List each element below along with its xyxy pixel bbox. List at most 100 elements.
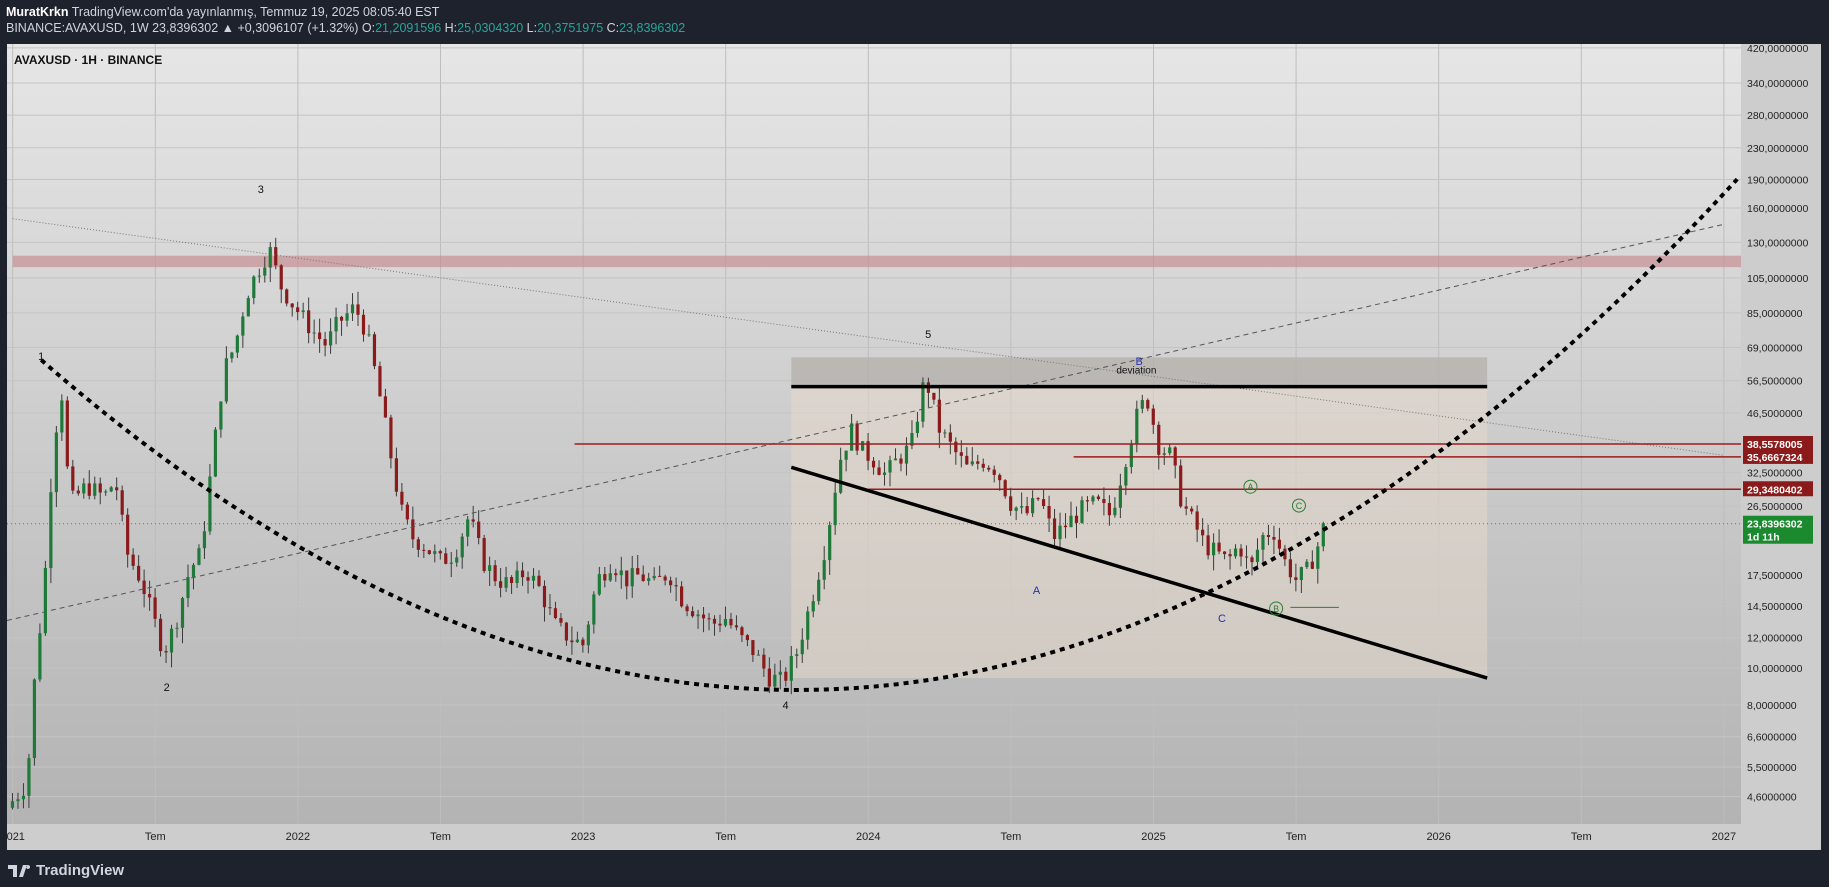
author-name[interactable]: MuratKrkn	[6, 5, 69, 19]
candle-body	[87, 483, 91, 496]
candle-body	[115, 487, 119, 491]
candle-body	[301, 310, 305, 313]
candle-body	[625, 570, 629, 587]
candle-body	[833, 492, 837, 526]
resistance-band	[12, 255, 1741, 268]
candle-body	[126, 514, 130, 555]
candle-body	[104, 491, 108, 493]
candle-body	[1031, 498, 1035, 514]
candle-body	[120, 490, 124, 515]
candle-body	[1080, 500, 1084, 523]
candle-body	[109, 487, 113, 492]
wave-label: 4	[783, 700, 789, 712]
candle-body	[43, 567, 47, 634]
candle-body	[268, 247, 272, 268]
candle-body	[575, 639, 579, 643]
candle-body	[1310, 561, 1314, 569]
candle-body	[729, 618, 733, 626]
time-tick-label: 2022	[286, 831, 310, 843]
candle-body	[477, 521, 481, 539]
deviation-zone	[791, 357, 1488, 387]
candle-body	[1047, 506, 1051, 519]
candle-body	[795, 654, 799, 656]
close-label: C:	[606, 21, 620, 35]
price-tick-label: 10,0000000	[1747, 663, 1803, 675]
candle-body	[559, 618, 563, 623]
logo-text: TradingView	[36, 862, 125, 879]
candle-body	[10, 801, 15, 808]
candle-body	[537, 575, 541, 586]
price-tick-label: 32,5000000	[1747, 467, 1803, 479]
price-tick-label: 190,0000000	[1747, 174, 1808, 186]
candle-body	[1305, 561, 1309, 568]
time-tick-label: Tem	[1571, 831, 1592, 843]
candle-body	[383, 396, 388, 418]
candle-body	[866, 441, 870, 461]
candle-body	[690, 611, 695, 617]
candle-body	[1129, 444, 1133, 468]
candle-body	[98, 483, 102, 493]
candle-body	[1162, 453, 1166, 455]
price-tag	[1743, 515, 1813, 544]
price-tick-label: 69,0000000	[1747, 342, 1803, 354]
candle-body	[411, 519, 415, 540]
candle-body	[614, 573, 618, 576]
circle-wave-label: A	[1247, 482, 1253, 492]
published-info: TradingView.com'da yayınlanmış, Temmuz 1…	[71, 5, 440, 19]
candle-body	[751, 640, 755, 656]
candle-body	[416, 539, 420, 550]
candle-body	[49, 492, 53, 568]
candle-body	[608, 573, 612, 581]
candle-body	[350, 304, 355, 314]
candle-body	[499, 581, 503, 588]
candle-body	[817, 579, 821, 602]
candle-body	[1250, 557, 1254, 563]
candle-body	[208, 476, 212, 532]
candle-body	[1009, 496, 1013, 511]
candle-body	[1135, 408, 1139, 445]
candle-body	[356, 304, 360, 315]
wave-label: A	[1033, 585, 1041, 597]
symbol-legend: AVAXUSD · 1H · BINANCE	[14, 53, 162, 67]
candle-body	[1091, 496, 1095, 502]
candle-body	[1041, 499, 1046, 507]
candle-body	[548, 607, 552, 609]
candle-body	[937, 399, 941, 433]
candle-body	[652, 575, 656, 579]
candle-body	[641, 574, 645, 581]
candle-body	[553, 608, 558, 619]
candle-body	[592, 594, 596, 625]
price-tick-label: 130,0000000	[1747, 237, 1808, 249]
candle-body	[959, 452, 963, 456]
candle-body	[1299, 567, 1303, 581]
candle-body	[1222, 551, 1227, 555]
candle-body	[965, 455, 969, 465]
time-axis-panel[interactable]	[7, 824, 1741, 850]
wave-label: 5	[925, 329, 931, 341]
tradingview-logo[interactable]: TradingView	[8, 862, 124, 879]
candle-body	[850, 423, 854, 451]
candle-body	[175, 627, 179, 629]
range-zone	[791, 357, 1488, 679]
candle-body	[16, 799, 20, 802]
candle-body	[647, 578, 651, 581]
drawings-front	[6, 177, 1741, 692]
candle-body	[778, 671, 782, 675]
price-tick-label: 6,6000000	[1747, 732, 1797, 744]
candle-body	[1184, 506, 1188, 509]
price-axis-panel[interactable]	[1741, 44, 1821, 824]
candle-body	[1190, 508, 1194, 512]
price-tick-label: 17,5000000	[1747, 570, 1803, 582]
candle-body	[877, 467, 881, 475]
candle-body	[400, 491, 404, 505]
candle-body	[438, 551, 442, 554]
price-tick-label: 14,5000000	[1747, 601, 1803, 613]
candle-body	[219, 401, 223, 430]
candle-body	[235, 335, 239, 353]
candle-body	[394, 458, 399, 492]
candles	[10, 237, 1325, 810]
candle-body	[619, 570, 623, 576]
ohlc-line: BINANCE:AVAXUSD, 1W 23,8396302 ▲ +0,3096…	[6, 20, 685, 36]
candle-body	[131, 554, 135, 566]
